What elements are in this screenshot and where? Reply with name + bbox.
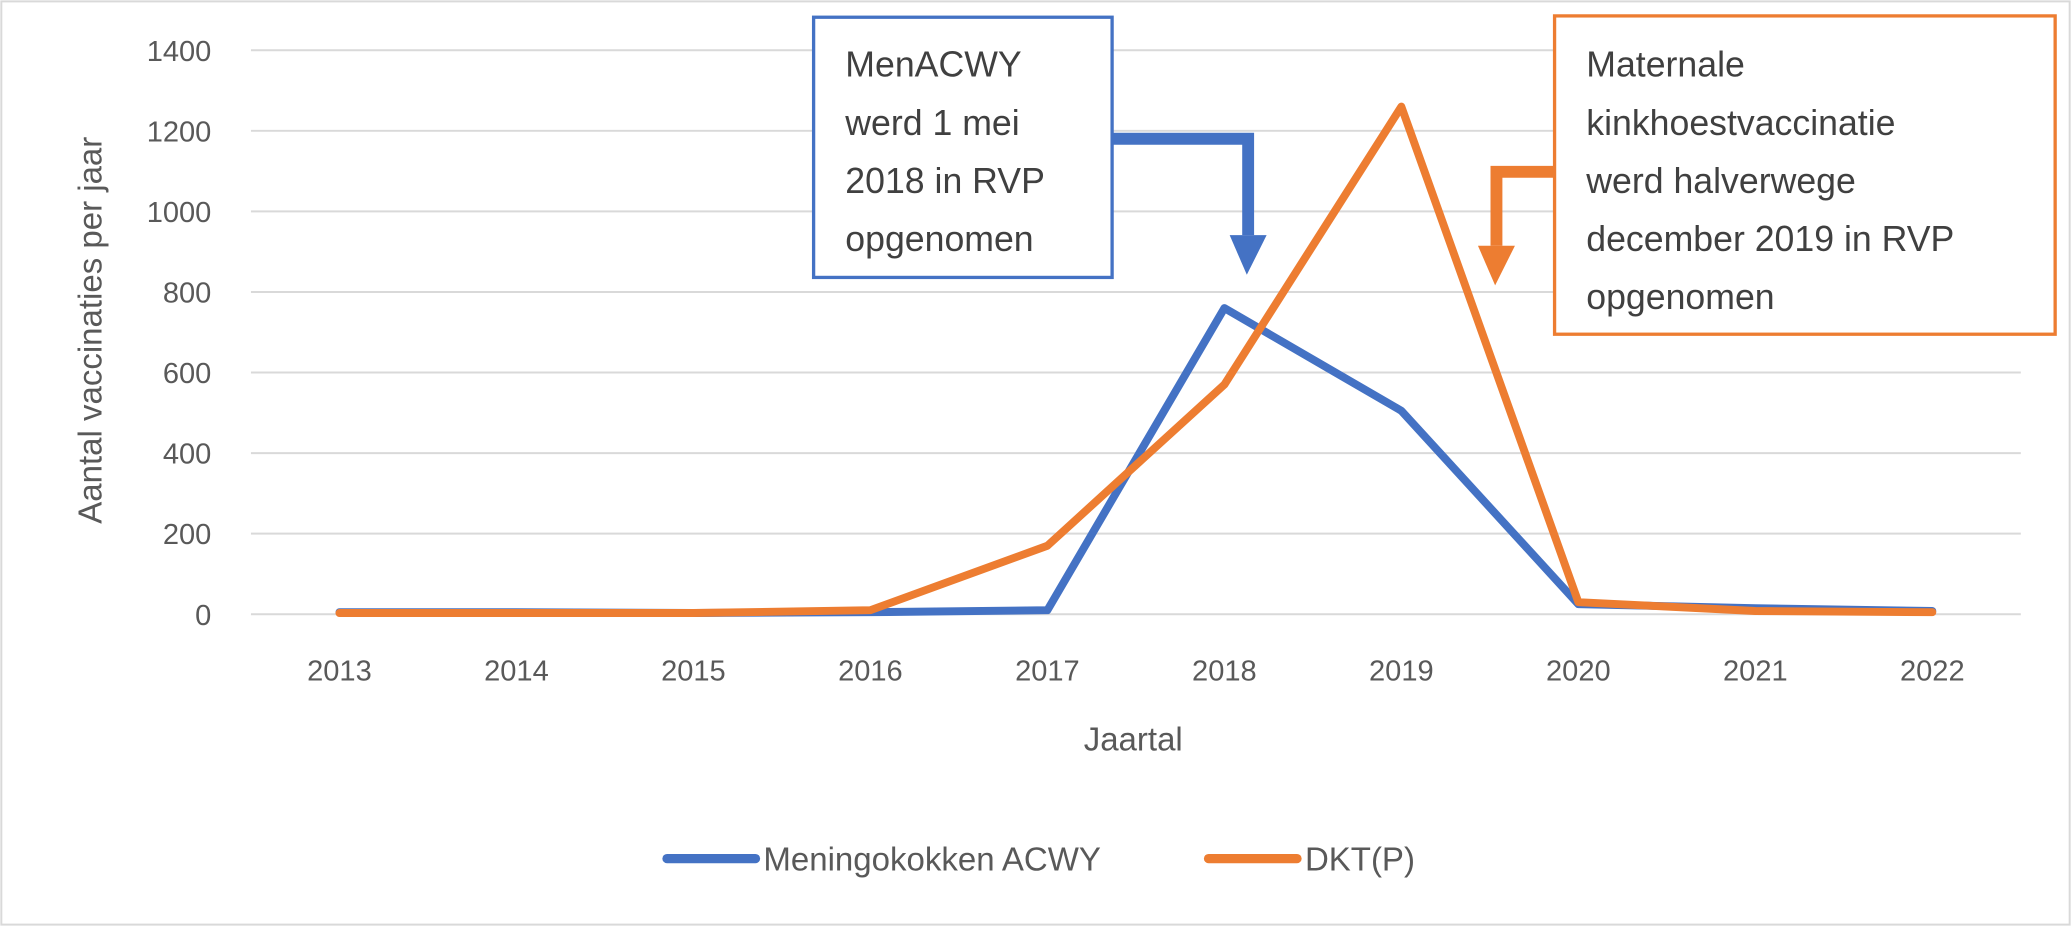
x-tick-label: 2016 bbox=[838, 655, 903, 687]
y-tick-label: 1400 bbox=[147, 36, 212, 68]
y-tick-label: 800 bbox=[163, 278, 211, 310]
annotation-arrow bbox=[1112, 132, 1255, 236]
annotation-line: opgenomen bbox=[845, 219, 1033, 259]
y-tick-label: 0 bbox=[195, 600, 211, 632]
annotation-line: december 2019 in RVP bbox=[1586, 219, 1954, 259]
x-tick-label: 2017 bbox=[1015, 655, 1080, 687]
y-tick-label: 1200 bbox=[147, 116, 212, 148]
legend: Meningokokken ACWY DKT(P) bbox=[662, 840, 1415, 877]
y-tick-label: 200 bbox=[163, 519, 211, 551]
legend-label-meningokokken: Meningokokken ACWY bbox=[763, 840, 1100, 877]
annotation-kinkhoest: Maternale kinkhoestvaccinatie werd halve… bbox=[1477, 14, 2057, 336]
annotation-arrow bbox=[1490, 165, 1555, 246]
annotation-line: kinkhoestvaccinatie bbox=[1586, 103, 1895, 143]
x-tick-label: 2013 bbox=[307, 655, 372, 687]
y-tick-label: 600 bbox=[163, 358, 211, 390]
annotation-line: werd halverwege bbox=[1585, 161, 1856, 201]
arrowhead bbox=[1477, 245, 1515, 286]
x-tick-label: 2020 bbox=[1546, 655, 1611, 687]
y-tick-label: 400 bbox=[163, 439, 211, 471]
arrowhead bbox=[1229, 235, 1267, 275]
x-tick-label: 2015 bbox=[661, 655, 726, 687]
x-tick-label: 2022 bbox=[1900, 655, 1965, 687]
annotation-menacwy: MenACWY werd 1 mei 2018 in RVP opgenomen bbox=[811, 15, 1267, 280]
annotation-line: opgenomen bbox=[1586, 277, 1774, 317]
x-tick-label: 2014 bbox=[484, 655, 549, 687]
series-line-1 bbox=[335, 102, 1937, 617]
x-tick-label: 2018 bbox=[1192, 655, 1257, 687]
x-tick-label: 2019 bbox=[1369, 655, 1434, 687]
y-axis-title: Aantal vaccinaties per jaar bbox=[72, 137, 109, 524]
legend-label-dktp: DKT(P) bbox=[1305, 840, 1415, 877]
annotation-line: werd 1 mei bbox=[844, 103, 1019, 143]
annotation-line: 2018 in RVP bbox=[845, 161, 1045, 201]
annotation-line: Maternale bbox=[1586, 45, 1745, 85]
y-tick-label: 1000 bbox=[147, 197, 212, 229]
annotation-line: MenACWY bbox=[845, 45, 1021, 85]
x-tick-label: 2021 bbox=[1723, 655, 1788, 687]
x-axis-title: Jaartal bbox=[1084, 720, 1183, 757]
